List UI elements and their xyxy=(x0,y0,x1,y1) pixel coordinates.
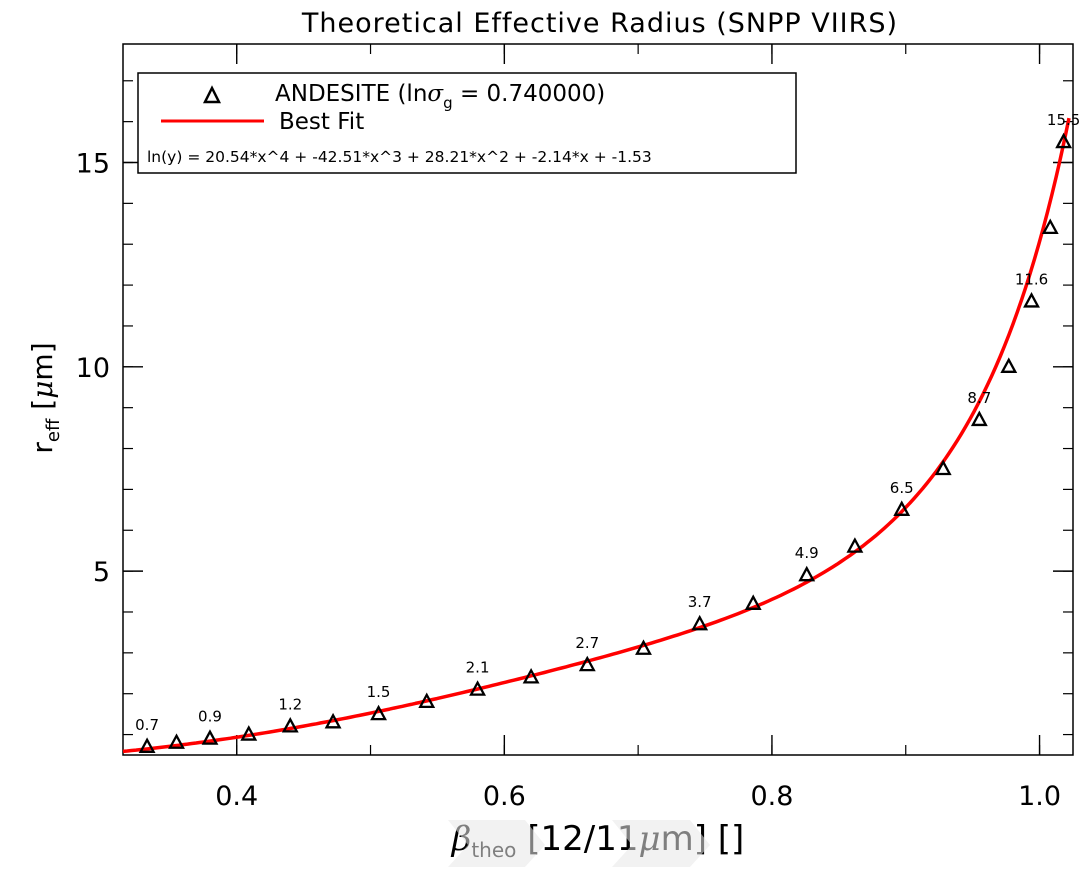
legend-box xyxy=(137,72,797,174)
y-axis-label: reff [μm] xyxy=(26,342,64,453)
data-point-marker xyxy=(893,500,911,516)
y-tick-label: 10 xyxy=(76,353,110,384)
data-point-label: 8.7 xyxy=(967,389,991,407)
data-point-label: 6.5 xyxy=(890,479,914,497)
data-point-marker xyxy=(469,680,487,696)
data-point-label: 15.5 xyxy=(1047,111,1080,129)
data-point-marker xyxy=(138,737,156,753)
data-point-marker xyxy=(846,537,864,553)
x-label-unit: m] [] xyxy=(661,819,745,859)
data-point-marker xyxy=(168,733,185,749)
data-point-label: 0.9 xyxy=(198,708,222,726)
data-point-marker xyxy=(970,410,988,427)
data-point-marker xyxy=(1000,357,1018,373)
y-label-sub: eff xyxy=(43,418,64,442)
x-tick-label: 1.0 xyxy=(1018,781,1061,812)
legend-marker-entry: ANDESITE (lnσg = 0.740000) xyxy=(275,81,605,112)
x-label-symbol: β xyxy=(450,819,472,859)
y-label-main: r xyxy=(26,442,59,454)
x-label-sub: theo xyxy=(471,838,516,862)
data-point-marker xyxy=(522,667,540,684)
data-point-marker xyxy=(240,725,258,741)
data-point-marker xyxy=(744,594,762,610)
legend: ANDESITE (lnσg = 0.740000) Best Fit ln(y… xyxy=(137,72,797,174)
data-point-marker xyxy=(635,639,652,655)
y-tick-label: 5 xyxy=(93,557,110,588)
data-point-label: 1.5 xyxy=(367,683,391,701)
data-point-marker xyxy=(418,692,436,709)
data-point-marker xyxy=(1023,292,1040,308)
y-label-unit: m] xyxy=(26,342,59,380)
data-point-label: 4.9 xyxy=(795,544,819,562)
data-point-label: 0.7 xyxy=(135,716,159,734)
legend-sigma: σ xyxy=(427,81,444,107)
data-point-marker xyxy=(281,716,299,733)
y-tick-label: 15 xyxy=(76,149,110,180)
andesite-markers xyxy=(138,132,1073,753)
x-tick-label: 0.6 xyxy=(483,781,526,812)
x-label-mu: μ xyxy=(638,819,660,859)
data-point-marker xyxy=(798,565,816,582)
data-point-label: 11.6 xyxy=(1015,270,1048,288)
data-point-marker xyxy=(324,712,342,729)
x-label-rest: [12/11 xyxy=(527,819,638,859)
legend-equation: ln(y) = 20.54*x^4 + -42.51*x^3 + 28.21*x… xyxy=(147,148,652,166)
data-point-label: 1.2 xyxy=(278,695,302,713)
y-label-bracket: [ xyxy=(26,399,59,410)
data-point-label: 3.7 xyxy=(688,593,712,611)
data-point-marker xyxy=(201,729,219,745)
axis-ticks xyxy=(123,44,1073,755)
legend-line-entry: Best Fit xyxy=(279,109,364,135)
y-label-mu: μ xyxy=(26,381,59,399)
svg-text:reff [μm]: reff [μm] xyxy=(26,342,64,453)
x-tick-label: 0.4 xyxy=(215,781,258,812)
x-tick-label: 0.8 xyxy=(750,781,793,812)
legend-triangle-icon xyxy=(202,85,222,104)
data-point-label: 2.1 xyxy=(466,659,490,677)
data-point-marker xyxy=(934,459,952,476)
point-labels: 0.7 0.9 1.2 1.5 2.1 2.7 3.7 4.9 6.5 8.7 11.6 15.5 xyxy=(135,111,1080,734)
axis-tick-labels: 0.4 0.6 0.8 1.0 5 10 15 xyxy=(76,149,1061,813)
chart-title: Theoretical Effective Radius (SNPP VIIRS… xyxy=(301,8,898,39)
data-point-label: 2.7 xyxy=(575,634,599,652)
best-fit-line xyxy=(122,117,1071,754)
data-point-marker xyxy=(1055,132,1073,149)
plot-frame xyxy=(122,43,1074,756)
data-point-marker xyxy=(691,614,709,631)
legend-sigma-sub: g xyxy=(443,94,453,112)
data-point-marker xyxy=(1041,218,1059,235)
data-point-marker xyxy=(578,655,596,672)
data-point-marker xyxy=(370,704,387,721)
